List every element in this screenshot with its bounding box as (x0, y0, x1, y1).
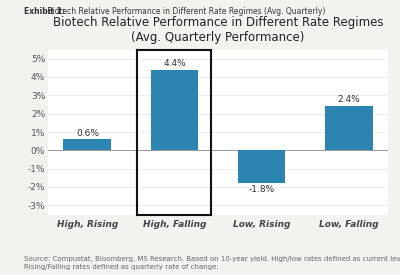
Text: 0.6%: 0.6% (76, 128, 99, 138)
Bar (238, 150, 286, 183)
Bar (64, 139, 111, 150)
Text: Source: Compustat, Bloomberg, MS Research. Based on 10-year yield. High/low rate: Source: Compustat, Bloomberg, MS Researc… (24, 257, 400, 269)
Text: 2.4%: 2.4% (337, 95, 360, 104)
Text: 4.4%: 4.4% (163, 59, 186, 68)
Title: Biotech Relative Performance in Different Rate Regimes
(Avg. Quarterly Performan: Biotech Relative Performance in Differen… (53, 16, 383, 44)
Bar (325, 106, 372, 150)
Bar (150, 70, 198, 150)
Text: -1.8%: -1.8% (248, 185, 275, 194)
Text: Biotech Relative Performance in Different Rate Regimes (Avg. Quarterly): Biotech Relative Performance in Differen… (45, 7, 325, 16)
Text: Exhibit 1:: Exhibit 1: (24, 7, 65, 16)
